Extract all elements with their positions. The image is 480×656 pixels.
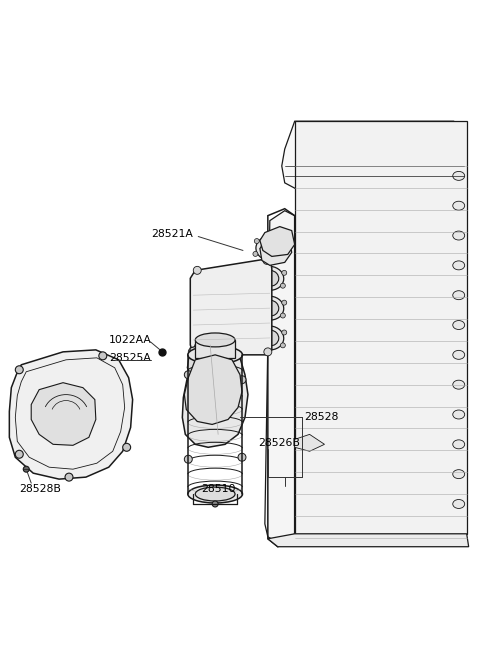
Text: 28528B: 28528B [19, 484, 61, 494]
Polygon shape [268, 534, 468, 546]
Ellipse shape [453, 440, 465, 449]
Circle shape [280, 283, 285, 288]
Circle shape [15, 366, 23, 374]
Ellipse shape [453, 261, 465, 270]
Circle shape [212, 501, 218, 507]
Ellipse shape [453, 291, 465, 300]
Circle shape [254, 239, 259, 243]
Ellipse shape [453, 321, 465, 329]
Ellipse shape [261, 330, 279, 346]
Circle shape [253, 311, 258, 316]
Ellipse shape [327, 146, 341, 153]
Polygon shape [184, 355, 242, 424]
Text: 28521A: 28521A [151, 228, 193, 239]
Text: 28528: 28528 [305, 413, 339, 422]
Ellipse shape [453, 499, 465, 508]
Polygon shape [182, 340, 248, 447]
Circle shape [263, 256, 271, 264]
Ellipse shape [453, 201, 465, 210]
Ellipse shape [261, 270, 279, 286]
Circle shape [282, 330, 287, 335]
Ellipse shape [195, 487, 235, 501]
Circle shape [280, 253, 285, 258]
Circle shape [282, 270, 287, 276]
Ellipse shape [435, 144, 457, 155]
Circle shape [238, 453, 246, 461]
Polygon shape [195, 340, 235, 358]
Text: 1022AA: 1022AA [109, 335, 152, 345]
Ellipse shape [351, 144, 373, 155]
Circle shape [264, 348, 272, 356]
Circle shape [184, 371, 192, 379]
Ellipse shape [261, 300, 279, 316]
Ellipse shape [355, 146, 369, 153]
Circle shape [282, 241, 287, 245]
Ellipse shape [453, 470, 465, 479]
Ellipse shape [453, 350, 465, 359]
Polygon shape [260, 236, 292, 266]
Polygon shape [9, 350, 132, 479]
Text: 28525A: 28525A [109, 353, 151, 363]
Ellipse shape [407, 144, 429, 155]
Circle shape [238, 376, 246, 384]
Circle shape [280, 343, 285, 348]
Circle shape [123, 443, 131, 451]
Circle shape [188, 348, 196, 356]
Circle shape [23, 466, 29, 472]
Ellipse shape [195, 333, 235, 347]
Polygon shape [260, 226, 295, 256]
Polygon shape [265, 211, 295, 544]
Text: 28510: 28510 [201, 484, 235, 494]
Circle shape [254, 328, 259, 333]
Ellipse shape [256, 237, 284, 260]
Polygon shape [190, 258, 272, 355]
Polygon shape [295, 121, 467, 534]
Circle shape [282, 300, 287, 305]
Ellipse shape [453, 231, 465, 240]
Ellipse shape [188, 485, 242, 503]
Circle shape [254, 298, 259, 303]
Polygon shape [31, 382, 96, 445]
Ellipse shape [256, 296, 284, 320]
Polygon shape [187, 342, 228, 384]
Circle shape [253, 281, 258, 286]
Text: 28526B: 28526B [258, 438, 300, 448]
Ellipse shape [411, 146, 425, 153]
Circle shape [184, 455, 192, 463]
Ellipse shape [256, 326, 284, 350]
Circle shape [280, 313, 285, 318]
Ellipse shape [453, 380, 465, 389]
Circle shape [65, 473, 73, 481]
Ellipse shape [188, 346, 242, 364]
Ellipse shape [383, 146, 397, 153]
Ellipse shape [261, 241, 279, 256]
Ellipse shape [324, 144, 346, 155]
Circle shape [254, 268, 259, 274]
Circle shape [193, 266, 201, 274]
Circle shape [99, 352, 107, 359]
Ellipse shape [379, 144, 401, 155]
Ellipse shape [439, 146, 453, 153]
Ellipse shape [453, 410, 465, 419]
Ellipse shape [256, 266, 284, 290]
Ellipse shape [453, 171, 465, 180]
Polygon shape [282, 121, 467, 197]
Circle shape [15, 450, 23, 459]
Polygon shape [295, 434, 324, 451]
Circle shape [253, 341, 258, 346]
Circle shape [253, 251, 258, 256]
